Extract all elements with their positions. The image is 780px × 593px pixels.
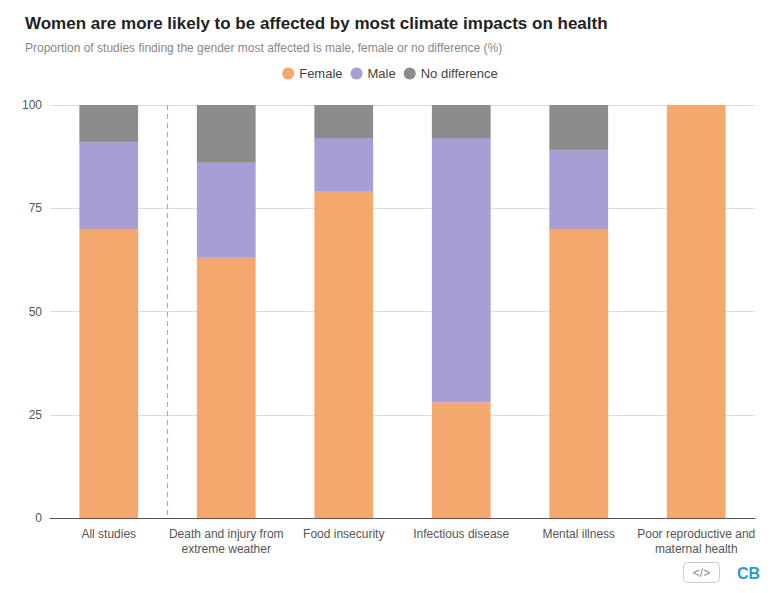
svg-text:75: 75 (29, 201, 43, 215)
svg-text:Death and injury from: Death and injury from (169, 527, 284, 541)
svg-text:0: 0 (35, 511, 42, 525)
svg-text:extreme weather: extreme weather (182, 542, 271, 556)
svg-text:All studies: All studies (81, 527, 136, 541)
svg-text:Women are more likely to be af: Women are more likely to be affected by … (25, 14, 608, 33)
svg-text:Food insecurity: Food insecurity (303, 527, 384, 541)
svg-text:Poor reproductive and: Poor reproductive and (637, 527, 755, 541)
svg-text:100: 100 (22, 98, 42, 112)
svg-text:CB: CB (737, 565, 760, 582)
svg-text:Proportion of studies finding: Proportion of studies finding the gender… (25, 41, 502, 55)
svg-text:Infectious disease: Infectious disease (413, 527, 509, 541)
svg-text:Mental illness: Mental illness (542, 527, 615, 541)
svg-text:</>: </> (693, 566, 710, 580)
svg-text:Male: Male (368, 66, 396, 81)
svg-text:No difference: No difference (421, 66, 498, 81)
svg-text:25: 25 (29, 408, 43, 422)
svg-text:50: 50 (29, 305, 43, 319)
svg-text:maternal health: maternal health (655, 542, 738, 556)
svg-text:Female: Female (299, 66, 342, 81)
